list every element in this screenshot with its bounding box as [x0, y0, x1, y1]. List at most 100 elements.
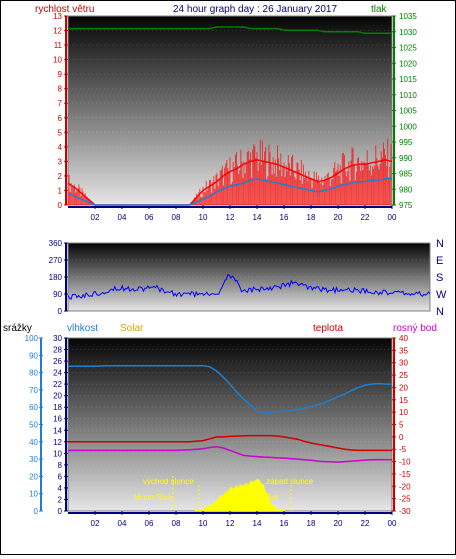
- wind-time-tick: 02: [91, 213, 100, 222]
- wind-speed-tick: 5: [58, 128, 63, 137]
- pressure-tick: 1015: [399, 75, 417, 84]
- direction-tick: 180: [49, 273, 63, 282]
- rain-tick: 0: [34, 507, 39, 516]
- temperature-tick: 30: [399, 359, 408, 368]
- temperature-axis: -30 -25 -20 -15 -10 -5 0 5 10 15 20 25 30 35 40: [392, 334, 411, 516]
- wind-time-tick: 08: [172, 213, 181, 222]
- wind-time-tick: 16: [280, 213, 289, 222]
- humidity-tick: 30: [53, 334, 62, 343]
- humidity-tick: 4: [58, 484, 63, 493]
- direction-tick: 90: [53, 290, 62, 299]
- temperature-time-tick: 02: [91, 519, 100, 528]
- pressure-tick: 1025: [399, 44, 417, 53]
- temperature-time-tick: 12: [226, 519, 235, 528]
- wind-speed-tick: 11: [54, 41, 63, 50]
- humidity-tick: 24: [53, 369, 62, 378]
- pressure-tick: 1030: [399, 28, 417, 37]
- wind-time-tick: 12: [226, 213, 235, 222]
- temperature-time-tick: 04: [118, 519, 127, 528]
- pressure-tick: 980: [399, 185, 413, 194]
- wind-speed-label: rychlost větru: [35, 4, 94, 15]
- humidity-tick: 22: [53, 380, 62, 389]
- pressure-axis: 975 980 985 990 995 1000 1005 1010 1015 1020 1025 1…: [392, 12, 417, 210]
- direction-plot-area: [67, 242, 431, 312]
- pressure-tick: 1035: [399, 12, 417, 21]
- average-wind-line: [67, 178, 392, 206]
- wind-time-tick: 22: [361, 213, 370, 222]
- wind-pressure-panel: rychlost větru 24 hour graph day : 26 Ja…: [35, 4, 417, 222]
- sun-moon-annotations: východ slunce západ slunce Moon Rise on …: [134, 476, 314, 511]
- humidity-tick: 18: [53, 403, 62, 412]
- rain-tick: 100: [25, 334, 39, 343]
- temperature-time-tick: 10: [199, 519, 208, 528]
- pressure-tick: 975: [399, 201, 413, 210]
- humidity-tick: 26: [53, 357, 62, 366]
- wind-speed-tick: 9: [58, 70, 63, 79]
- dewpoint-label: rosný bod: [393, 323, 437, 334]
- rain-tick: 10: [29, 490, 38, 499]
- pressure-tick: 990: [399, 154, 413, 163]
- wind-time-axis: 02 04 06 08 10 12 14 16 18 20 22 00: [68, 205, 397, 222]
- temperature-tick: 20: [399, 383, 408, 392]
- temperature-tick: -10: [399, 458, 411, 467]
- rain-axis: 0 10 20 30 40 50 60 70 80 90 100: [25, 334, 43, 516]
- rain-tick: 30: [29, 455, 38, 464]
- temperature-tick: 35: [399, 346, 408, 355]
- direction-gridlines: [68, 259, 430, 295]
- wind-speed-tick: 3: [58, 157, 63, 166]
- temperature-time-tick: 16: [280, 519, 289, 528]
- humidity-line: [68, 364, 392, 414]
- sunset-annotation: západ slunce: [266, 477, 314, 486]
- solar-area: [68, 478, 392, 511]
- temperature-time-axis: 02 04 06 08 10 12 14 16 18 20 22 00: [68, 511, 397, 528]
- rain-tick: 50: [29, 421, 38, 430]
- compass-N-label: N: [436, 306, 444, 318]
- temperature-tick: 40: [399, 334, 408, 343]
- wind-time-tick: 14: [253, 213, 262, 222]
- moonset-annotation: on Set: [255, 493, 279, 502]
- rain-tick: 60: [29, 403, 38, 412]
- humidity-label: vlhkost: [67, 323, 98, 334]
- sunrise-annotation: východ slunce: [143, 477, 194, 486]
- temperature-tick: 25: [399, 371, 408, 380]
- graph-title: 24 hour graph day : 26 January 2017: [173, 4, 337, 15]
- wind-time-tick: 20: [334, 213, 343, 222]
- wind-speed-tick: 1: [58, 186, 63, 195]
- wind-speed-tick: 4: [58, 143, 63, 152]
- direction-tick: 360: [49, 239, 63, 248]
- temperature-line: [68, 434, 392, 452]
- wind-time-tick: 04: [118, 213, 127, 222]
- temperature-time-tick: 08: [172, 519, 181, 528]
- temperature-time-tick: 14: [253, 519, 262, 528]
- temperature-plot-area: [67, 337, 393, 512]
- wind-speed-tick: 10: [53, 56, 62, 65]
- wind-speed-tick: 0: [58, 201, 63, 210]
- pressure-tick: 985: [399, 170, 413, 179]
- humidity-tick: 8: [58, 461, 63, 470]
- temperature-tick: 0: [399, 433, 404, 442]
- temperature-humidity-panel: srážky vlhkost Solar teplota rosný bod 0…: [3, 323, 437, 528]
- wind-time-tick: 00: [388, 213, 397, 222]
- temperature-tick: -25: [399, 495, 411, 504]
- rain-tick: 40: [29, 438, 38, 447]
- temperature-tick: -15: [399, 470, 411, 479]
- rain-label: srážky: [3, 323, 32, 334]
- temperature-tick: 5: [399, 421, 404, 430]
- temperature-series: [68, 364, 393, 511]
- humidity-tick: 6: [58, 472, 63, 481]
- pressure-tick: 1020: [399, 59, 417, 68]
- wind-speed-tick: 13: [53, 12, 62, 21]
- wind-speed-tick: 12: [53, 27, 62, 36]
- temperature-time-tick: 06: [145, 519, 154, 528]
- rain-tick: 80: [29, 369, 38, 378]
- wind-speed-tick: 6: [58, 114, 63, 123]
- temperature-time-tick: 20: [334, 519, 343, 528]
- compass-N-label: N: [436, 238, 444, 250]
- pressure-tick: 1005: [399, 107, 417, 116]
- pressure-line: [68, 26, 392, 35]
- temperature-tick: -20: [399, 482, 411, 491]
- humidity-tick: 16: [53, 415, 62, 424]
- solar-label: Solar: [120, 323, 144, 334]
